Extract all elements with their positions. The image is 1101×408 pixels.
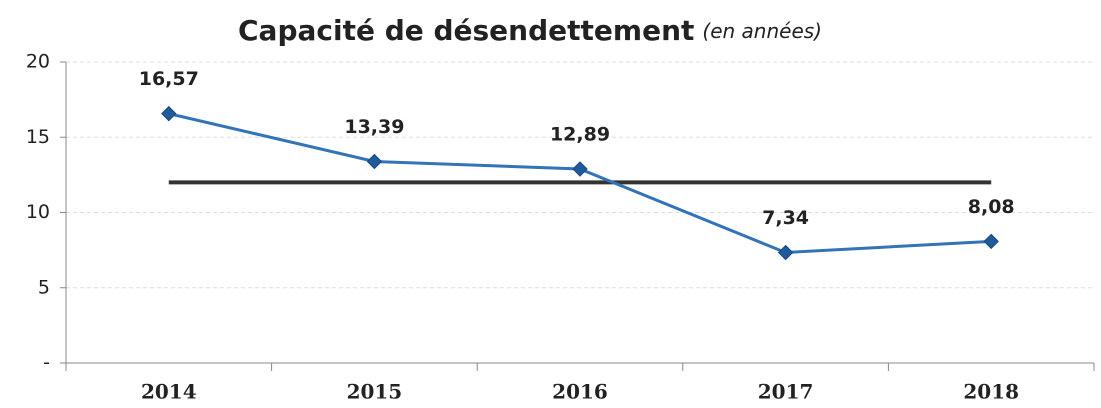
- marker: [983, 233, 999, 250]
- marker: [777, 244, 794, 261]
- y-tick-label: 20: [26, 51, 50, 73]
- marker: [572, 161, 588, 177]
- x-tick-label: 2014: [141, 380, 197, 404]
- title: Capacité de désendettement: [238, 14, 694, 47]
- y-tick-label: 15: [26, 126, 50, 148]
- data-label: 7,34: [762, 207, 809, 229]
- marker: [366, 153, 383, 170]
- y-tick-label: 10: [26, 201, 50, 223]
- x-tick-label: 2018: [963, 380, 1019, 404]
- x-tick-label: 2015: [347, 380, 403, 404]
- marker: [161, 105, 177, 122]
- data-label: 8,08: [968, 196, 1015, 218]
- y-tick-label: -: [43, 352, 50, 374]
- chart-title: Capacité de désendettement (en années): [238, 14, 822, 47]
- x-tick-label: 2016: [552, 380, 608, 404]
- subtitle: (en années): [702, 19, 822, 43]
- y-tick-label: 5: [38, 276, 50, 298]
- x-tick-label: 2017: [758, 380, 814, 404]
- data-label: 13,39: [344, 116, 404, 138]
- data-label: 16,57: [139, 68, 199, 90]
- data-label: 12,89: [550, 124, 610, 146]
